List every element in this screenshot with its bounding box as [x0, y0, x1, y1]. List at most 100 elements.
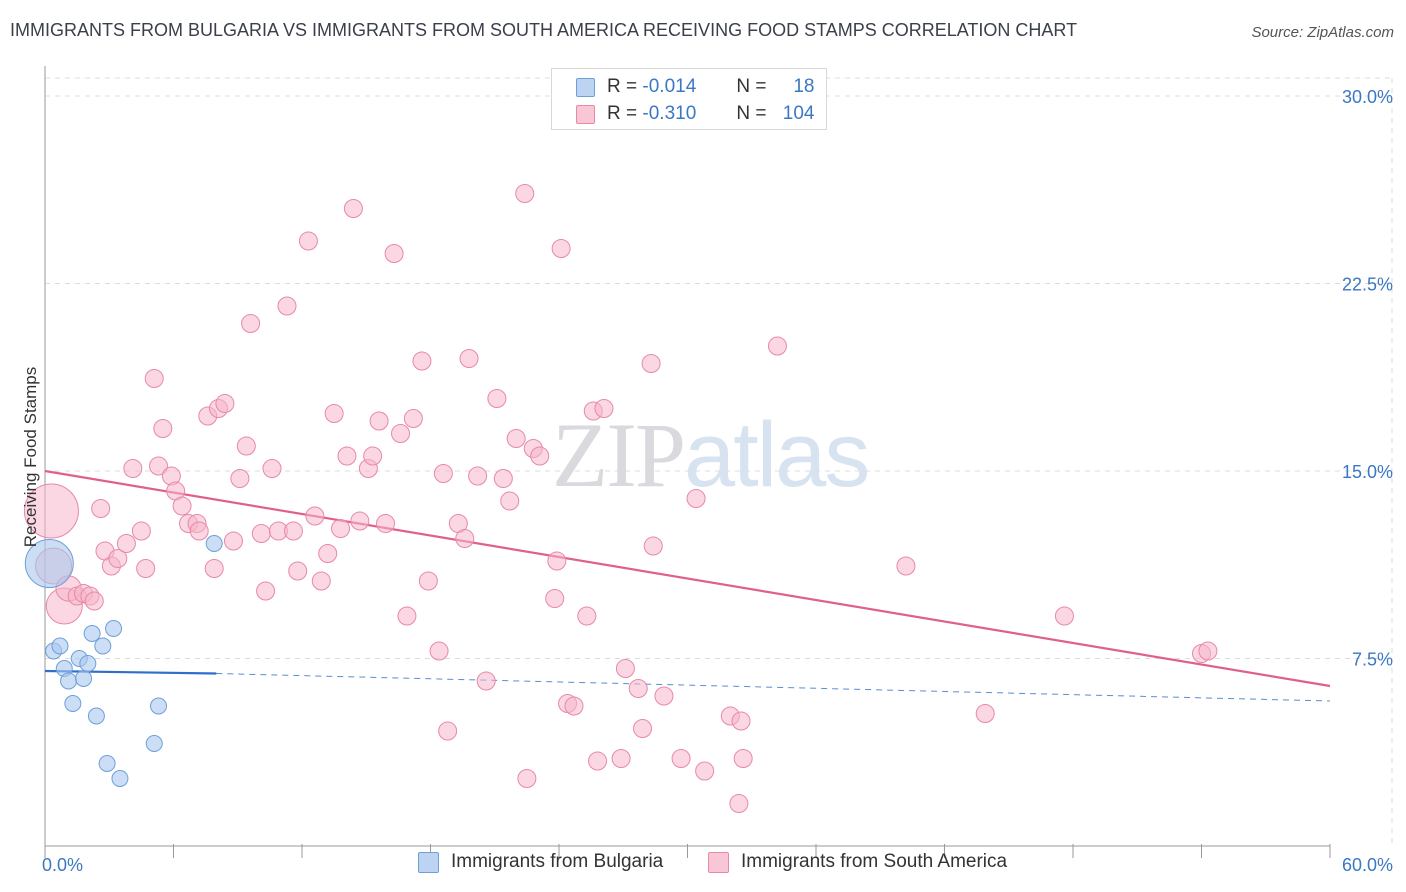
point-south-america: [236, 436, 256, 456]
legend-r-label: R =: [607, 76, 638, 97]
data-points: [23, 184, 1218, 813]
x-tick-label-max: 60.0%: [1342, 855, 1393, 875]
point-south-america: [123, 459, 143, 478]
point-south-america: [611, 749, 631, 768]
trend-line-bulgaria: [44, 669, 217, 675]
point-bulgaria: [60, 672, 78, 690]
point-south-america: [515, 184, 535, 203]
point-south-america: [251, 524, 271, 543]
point-bulgaria: [51, 637, 69, 655]
point-bulgaria: [24, 539, 74, 588]
point-south-america: [204, 559, 224, 578]
point-south-america: [189, 521, 209, 541]
legend-r-label: R =: [607, 103, 638, 124]
point-south-america: [564, 696, 584, 716]
point-south-america: [136, 559, 156, 578]
trend-line-south-america: [44, 469, 1331, 688]
bottom-legend-swatch-bulgaria: [418, 851, 439, 873]
point-south-america: [277, 296, 297, 316]
point-south-america: [288, 561, 308, 581]
watermark: ZIPatlas: [552, 402, 870, 508]
point-south-america: [545, 589, 565, 608]
point-south-america: [1198, 641, 1218, 661]
point-south-america: [588, 751, 608, 771]
point-south-america: [262, 459, 282, 478]
point-south-america: [283, 521, 303, 541]
point-south-america: [506, 429, 526, 448]
point-south-america: [547, 551, 567, 571]
point-south-america: [397, 606, 417, 626]
point-south-america: [311, 571, 331, 591]
point-south-america: [633, 719, 653, 738]
point-bulgaria: [64, 695, 82, 712]
point-south-america: [116, 534, 136, 553]
correlation-legend: R = -0.014 N = 18 R = -0.310 N = 104: [551, 68, 827, 130]
point-south-america: [363, 446, 383, 466]
point-south-america: [153, 419, 173, 438]
point-south-america: [455, 529, 475, 548]
point-south-america: [594, 399, 614, 418]
point-bulgaria: [94, 637, 112, 655]
point-south-america: [731, 711, 751, 731]
point-south-america: [324, 404, 344, 423]
point-south-america: [686, 489, 706, 508]
point-bulgaria: [111, 770, 129, 787]
point-south-america: [695, 761, 715, 781]
bottom-legend-swatch-south-america: [708, 851, 729, 873]
point-south-america: [896, 556, 916, 576]
point-south-america: [384, 244, 404, 263]
legend-r-value: -0.310: [642, 103, 697, 124]
y-tick-label: 15.0%: [1342, 462, 1393, 482]
point-south-america: [23, 483, 79, 539]
point-south-america: [729, 794, 749, 813]
point-south-america: [767, 336, 787, 356]
point-south-america: [350, 511, 370, 531]
point-south-america: [84, 591, 104, 611]
point-south-america: [733, 749, 753, 768]
point-bulgaria: [150, 697, 168, 715]
point-south-america: [331, 519, 351, 538]
point-south-america: [376, 514, 396, 533]
bottom-legend-south-america: Immigrants from South America: [708, 851, 1007, 873]
point-south-america: [337, 446, 357, 466]
point-south-america: [975, 704, 995, 723]
legend-row-bulgaria: R = -0.014 N = 18: [576, 74, 815, 100]
y-tick-label: 22.5%: [1342, 275, 1393, 295]
point-south-america: [149, 456, 169, 476]
point-south-america: [671, 749, 691, 768]
point-south-america: [172, 496, 192, 516]
point-south-america: [318, 544, 338, 563]
point-bulgaria: [83, 625, 101, 642]
point-bulgaria: [87, 707, 105, 725]
point-south-america: [108, 549, 128, 568]
legend-n-label: N =: [736, 76, 767, 97]
point-south-america: [144, 369, 164, 388]
y-axis-label: Receiving Food Stamps: [21, 367, 40, 547]
y-tick-label: 7.5%: [1352, 650, 1393, 670]
point-south-america: [530, 446, 550, 466]
point-bulgaria: [75, 670, 93, 687]
point-bulgaria: [98, 755, 116, 772]
point-south-america: [438, 721, 458, 741]
point-south-america: [493, 469, 513, 488]
x-tick-label-min: 0.0%: [42, 855, 83, 875]
chart-title: IMMIGRANTS FROM BULGARIA VS IMMIGRANTS F…: [10, 20, 1078, 40]
point-south-america: [615, 659, 635, 678]
tick-labels: 7.5% 15.0% 22.5% 30.0% 0.0% 60.0% Receiving Fo…: [21, 87, 1393, 875]
point-south-america: [500, 491, 520, 511]
point-south-america: [468, 466, 488, 486]
point-south-america: [91, 499, 111, 518]
bottom-legend-label-bulgaria: Immigrants from Bulgaria: [451, 851, 664, 872]
point-south-america: [391, 424, 411, 443]
point-south-america: [643, 536, 663, 556]
point-south-america: [305, 506, 325, 526]
point-south-america: [459, 349, 479, 368]
point-south-america: [256, 581, 276, 601]
grid-lines: [45, 77, 1393, 846]
point-south-america: [577, 606, 597, 626]
legend-n-label: N =: [736, 103, 767, 124]
point-south-america: [403, 409, 423, 428]
bottom-legend-bulgaria: Immigrants from Bulgaria: [418, 851, 663, 873]
point-bulgaria: [205, 535, 223, 552]
